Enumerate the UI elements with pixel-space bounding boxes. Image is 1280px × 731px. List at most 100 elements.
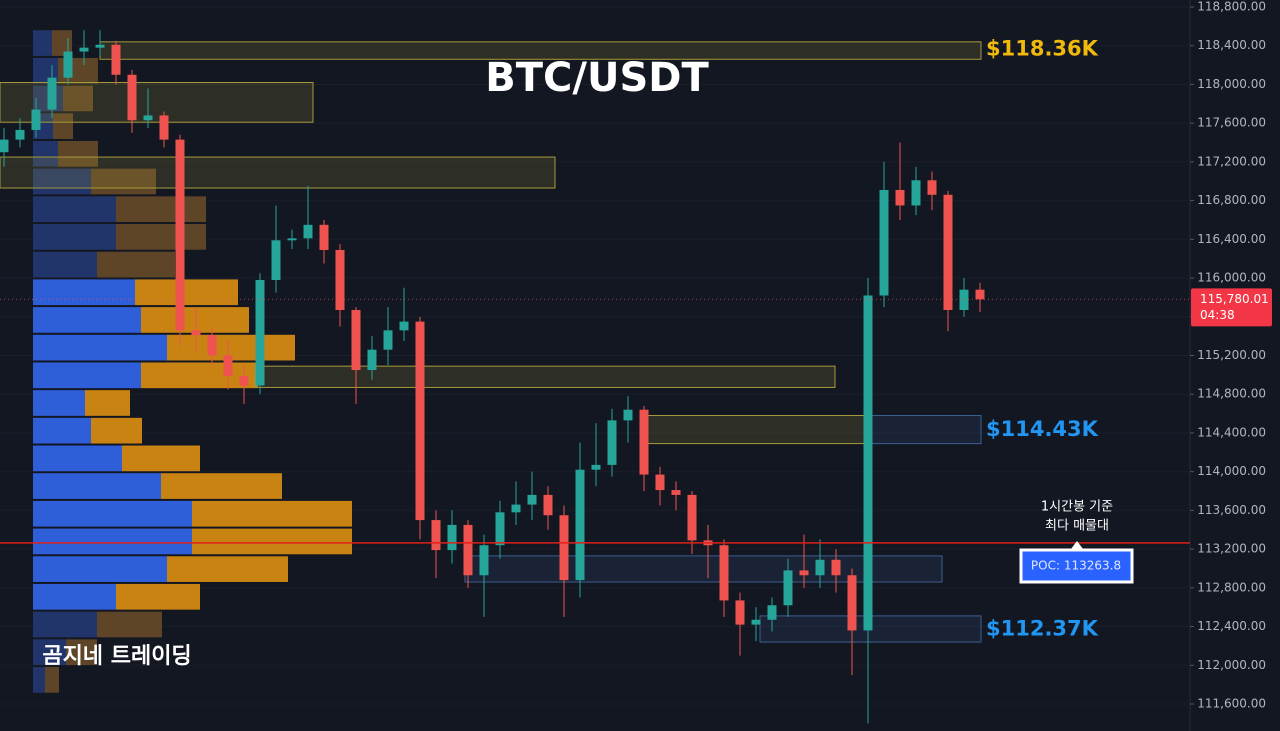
profile-up (33, 473, 161, 499)
candle-body (575, 469, 585, 581)
candle-body (127, 74, 137, 121)
profile-down (141, 307, 249, 333)
candle-body (687, 494, 697, 541)
y-tick-label: 112,000.00 (1197, 658, 1266, 672)
y-tick-label: 118,800.00 (1197, 0, 1266, 14)
candle-body (879, 189, 889, 296)
profile-up (33, 390, 85, 416)
watermark: 곰지네 트레이딩 (42, 644, 191, 669)
candle-body (223, 355, 233, 376)
y-tick-label: 112,400.00 (1197, 619, 1266, 633)
zone (254, 365, 836, 388)
candle-body (735, 600, 745, 625)
candle-body (239, 375, 249, 386)
candle-body (287, 238, 297, 241)
candle-body (911, 180, 921, 206)
candle-body (495, 512, 505, 546)
last-price-label: 115,780.01 (1200, 292, 1269, 306)
profile-up (33, 611, 97, 638)
profile-down (116, 583, 200, 610)
profile-up (33, 417, 91, 444)
candle-body (191, 330, 201, 336)
level-label: $114.43K (986, 417, 1099, 441)
profile-up (33, 556, 167, 582)
profile-down (122, 445, 200, 472)
chart-title: BTC/USDT (485, 55, 709, 101)
profile-up (33, 500, 192, 527)
candle-body (463, 524, 473, 576)
profile-up (33, 30, 52, 56)
annotation: 1시간봉 기준 (1041, 500, 1113, 515)
profile-down (45, 667, 59, 693)
y-tick-label: 114,000.00 (1197, 464, 1266, 478)
y-tick-label: 114,400.00 (1197, 425, 1266, 439)
zone (0, 156, 556, 189)
candle-body (815, 559, 825, 576)
profile-up (33, 279, 135, 306)
candle-body (719, 545, 729, 601)
candle-body (351, 310, 361, 371)
candle-body (15, 129, 25, 140)
profile-up (33, 168, 91, 195)
candle-body (975, 289, 985, 300)
y-tick-label: 118,400.00 (1197, 38, 1266, 52)
y-tick-label: 114,800.00 (1197, 387, 1266, 401)
profile-up (33, 334, 167, 361)
profile-down (97, 611, 162, 638)
y-tick-label: 118,000.00 (1197, 77, 1266, 91)
profile-down (141, 362, 258, 389)
candle-body (623, 409, 633, 421)
profile-down (97, 251, 175, 278)
y-tick-label: 116,800.00 (1197, 193, 1266, 207)
candle-body (511, 504, 521, 513)
profile-up (33, 307, 141, 333)
candle-body (847, 575, 857, 631)
y-tick-label: 115,200.00 (1197, 348, 1266, 362)
y-tick-label: 113,600.00 (1197, 503, 1266, 517)
profile-up (33, 639, 66, 666)
candle-body (143, 115, 153, 121)
level-label: $112.37K (986, 616, 1099, 640)
candle-body (479, 545, 489, 576)
profile-up (33, 667, 45, 693)
profile-down (85, 390, 130, 416)
candle-body (63, 51, 73, 78)
candle-body (671, 490, 681, 495)
candle-body (31, 109, 41, 130)
candle-body (607, 420, 617, 465)
profile-up (33, 445, 122, 472)
y-tick-label: 112,800.00 (1197, 580, 1266, 594)
zone (464, 555, 943, 583)
profile-down (161, 473, 282, 499)
candle-body (767, 605, 777, 620)
candle-body (0, 139, 9, 153)
candle-body (543, 494, 553, 516)
profile-down (116, 196, 206, 223)
profile-down (66, 639, 97, 666)
profile-up (33, 583, 116, 610)
profile-down (91, 168, 156, 195)
candle-body (367, 349, 377, 371)
candle-body (111, 44, 121, 75)
poc-box (1019, 548, 1134, 584)
countdown: 04:38 (1200, 308, 1235, 322)
y-tick-label: 117,200.00 (1197, 154, 1266, 168)
zone (865, 415, 982, 445)
candle-body (799, 570, 809, 576)
candle-body (559, 515, 569, 581)
profile-up (33, 251, 97, 278)
profile-down (116, 224, 206, 250)
candle-body (319, 224, 329, 250)
profile-down (58, 140, 98, 167)
profile-up (33, 140, 58, 167)
candle-body (207, 335, 217, 356)
y-tick-label: 116,400.00 (1197, 232, 1266, 246)
candle-body (271, 240, 281, 280)
candle-body (303, 224, 313, 239)
candle-body (255, 279, 265, 386)
profile-down (192, 500, 352, 527)
candle-body (895, 189, 905, 206)
poc-label: POC: 113263.8 (1031, 559, 1121, 573)
profile-down (63, 85, 93, 112)
